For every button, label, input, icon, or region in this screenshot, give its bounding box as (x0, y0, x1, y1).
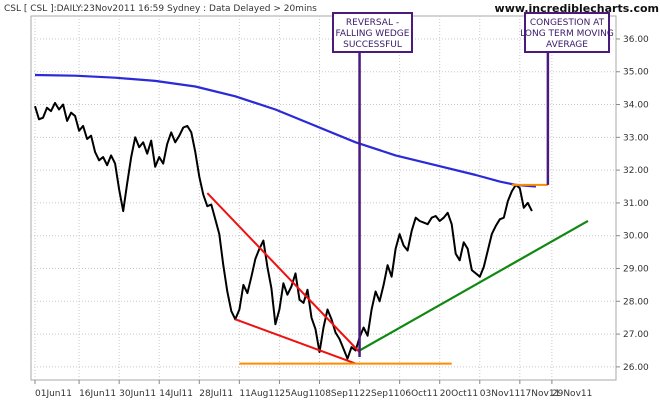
plot-background (30, 15, 617, 381)
callout-congestion-box (524, 12, 610, 53)
chart-series (34, 73, 536, 360)
x-tick-label: 11Aug11 (239, 389, 279, 399)
wedge-upper-line (206, 192, 361, 353)
x-tick-label: 06Oct11 (400, 389, 438, 399)
x-tick-label: 25Aug11 (279, 389, 319, 399)
x-tick-label: 28Jul11 (199, 389, 233, 399)
x-tick-label: 01Jun11 (35, 389, 72, 399)
x-axis-ticks: 01Jun11 16Jun11 30Jun11 14Jul11 28Jul11 11Aug… (34, 380, 592, 399)
y-tick-label: 33.00 (623, 133, 649, 143)
price-line (34, 101, 533, 360)
callout-reversal-text: REVERSAL - (346, 18, 399, 28)
y-tick-label: 26.00 (623, 363, 649, 373)
uptrend-line (359, 219, 589, 352)
chart-annotations (206, 19, 589, 365)
y-tick-label: 35.00 (623, 68, 649, 78)
moving-average-line (34, 73, 536, 188)
x-tick-label: 17Nov11 (520, 389, 560, 399)
y-tick-label: 31.00 (623, 199, 649, 209)
callout-reversal-box (332, 12, 413, 53)
x-tick-label: 03Nov11 (480, 389, 520, 399)
chart-title: CSL [ CSL ]:DAILY:23Nov2011 16:59 Sydney… (4, 4, 317, 14)
x-tick-label: 22Sep11 (360, 389, 400, 399)
y-tick-label: 28.00 (623, 297, 649, 307)
y-tick-label: 36.00 (623, 35, 649, 45)
y-tick-label: 32.00 (623, 166, 649, 176)
y-tick-label: 29.00 (623, 265, 649, 275)
brand-watermark: www.incrediblecharts.com (495, 2, 659, 15)
y-axis-ticks: 26.00 27.00 28.00 29.00 30.00 31.00 32.00 33.00… (616, 35, 649, 373)
wedge-lower-line (235, 318, 356, 365)
x-tick-label: 08Sep11 (319, 389, 359, 399)
callout-congestion-text: CONGESTION AT (530, 18, 605, 28)
x-tick-label: 30Jun11 (119, 389, 156, 399)
callout-congestion-text: AVERAGE (546, 40, 588, 50)
y-tick-label: 30.00 (623, 232, 649, 242)
y-tick-label: 34.00 (623, 101, 649, 111)
x-tick-label: 14Jul11 (159, 389, 193, 399)
callout-congestion-text: LONG TERM MOVING (520, 29, 614, 39)
x-tick-label: 16Jun11 (79, 389, 116, 399)
callout-reversal-text: SUCCESSFUL (343, 40, 402, 50)
x-tick-label: 29Nov11 (552, 389, 592, 399)
x-tick-label: 20Oct11 (440, 389, 478, 399)
callout-reversal-text: FALLING WEDGE (336, 29, 410, 39)
y-tick-label: 27.00 (623, 330, 649, 340)
